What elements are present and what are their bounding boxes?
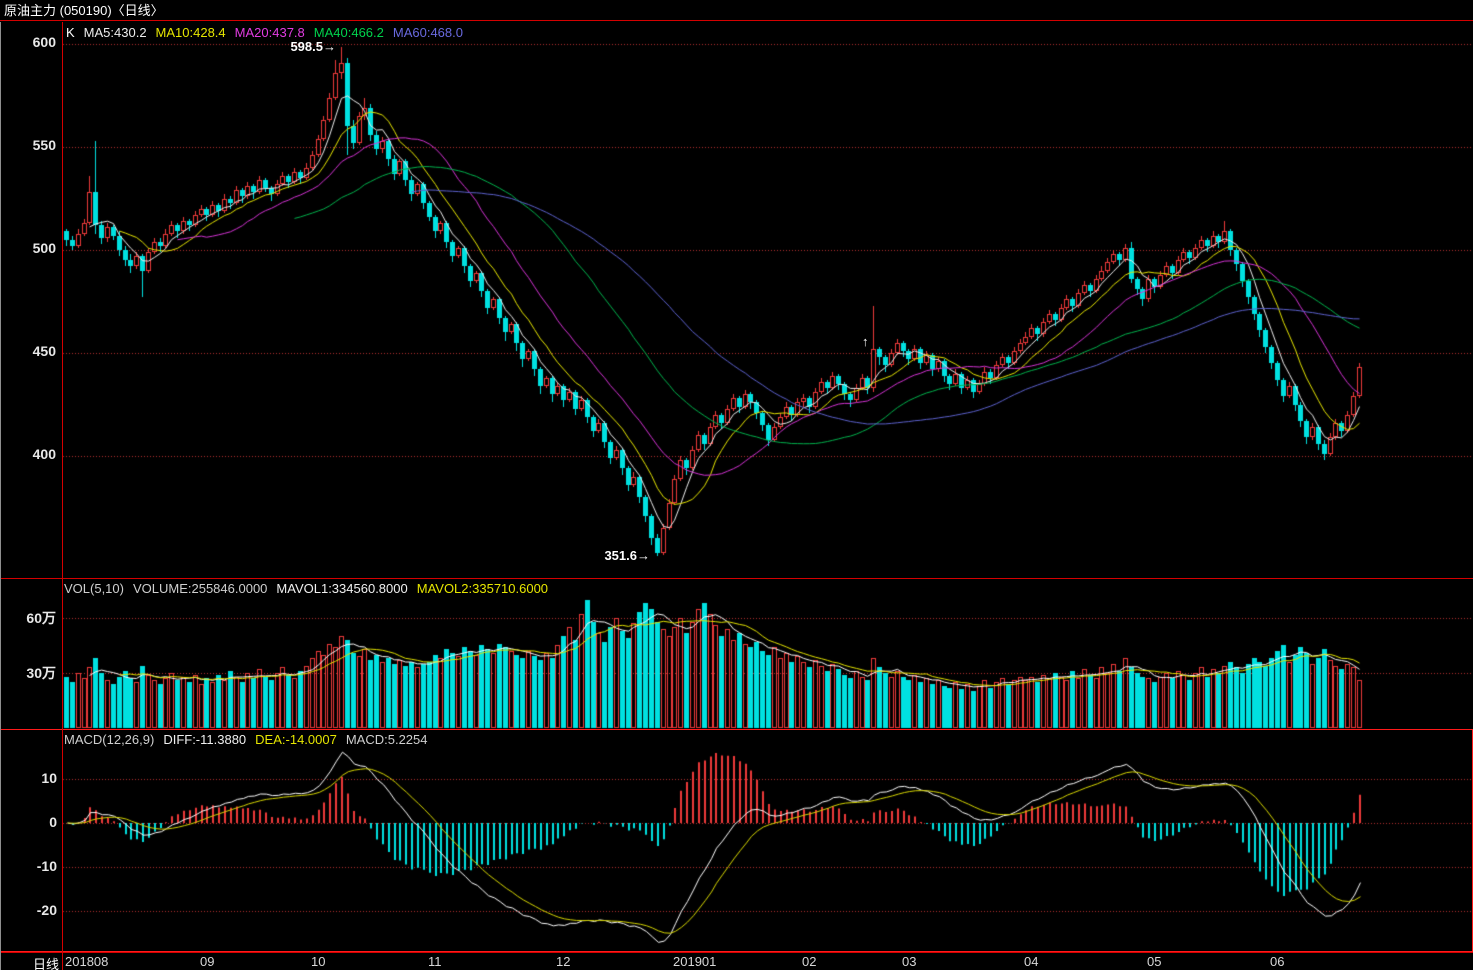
instrument-title: 原油主力 (050190)〈日线〉	[4, 3, 164, 18]
vol-legend-mavol2: MAVOL2:335710.6000	[416, 581, 549, 596]
volume-canvas[interactable]	[0, 579, 1473, 729]
axis-tick-label: 600	[32, 34, 56, 50]
axis-tick-label: -20	[36, 902, 57, 918]
volume-panel[interactable]: VOL(5,10) VOLUME:255846.0000 MAVOL1:334560…	[0, 578, 1473, 729]
month-tick-label: 05	[1147, 954, 1162, 969]
volume-legend: VOL(5,10) VOLUME:255846.0000 MAVOL1:334560…	[64, 581, 557, 596]
kline-legend-ma40: MA40:466.2	[313, 25, 384, 40]
axis-divider-line	[62, 22, 63, 970]
macd-panel[interactable]: MACD(12,26,9) DIFF:-11.3880 DEA:-14.0007 MA…	[0, 729, 1473, 952]
month-tick-label: 201808	[65, 954, 109, 969]
macd-legend-dea: DEA:-14.0007	[255, 732, 337, 747]
right-arrow-icon: →	[323, 39, 336, 54]
month-tick-label: 10	[311, 954, 326, 969]
month-tick-label: 12	[556, 954, 571, 969]
window-edge	[0, 22, 1, 970]
axis-tick-label: 0	[49, 814, 57, 830]
kline-legend: K MA5:430.2 MA10:428.4 MA20:437.8 MA40:466.2…	[66, 25, 472, 40]
kline-legend-ma60: MA60:468.0	[392, 25, 463, 40]
vol-legend-name: VOL(5,10)	[64, 581, 124, 596]
kline-legend-ma10: MA10:428.4	[155, 25, 226, 40]
axis-tick-label: 450	[32, 343, 56, 359]
axis-tick-label: 10	[41, 770, 57, 786]
kline-legend-k: K	[66, 25, 75, 40]
month-tick-label: 02	[802, 954, 817, 969]
axis-tick-label: 550	[32, 137, 56, 153]
month-tick-label: 11	[428, 954, 442, 969]
title-bar: 原油主力 (050190)〈日线〉	[0, 0, 1473, 21]
month-tick-label: 201901	[673, 954, 717, 969]
low-annotation: 351.6→	[604, 548, 650, 563]
kline-legend-ma5: MA5:430.2	[83, 25, 147, 40]
macd-legend: MACD(12,26,9) DIFF:-11.3880 DEA:-14.0007 MA…	[64, 732, 437, 747]
kline-canvas[interactable]	[0, 22, 1473, 578]
vol-legend-mavol1: MAVOL1:334560.8000	[276, 581, 408, 596]
kline-legend-ma20: MA20:437.8	[234, 25, 305, 40]
macd-legend-macd: MACD:5.2254	[345, 732, 428, 747]
month-tick-label: 03	[902, 954, 917, 969]
marker-up-arrow-icon: ↑	[862, 334, 869, 349]
axis-tick-label: 60万	[26, 610, 56, 626]
time-axis-bar: 日线 201808 09 10 11 12 201901 02 03 04 05 06	[0, 952, 1473, 970]
vol-legend-volume: VOLUME:255846.0000	[132, 581, 268, 596]
period-selector[interactable]: 日线	[32, 957, 59, 970]
axis-tick-label: 500	[32, 240, 56, 256]
kline-panel[interactable]: K MA5:430.2 MA10:428.4 MA20:437.8 MA40:466.2…	[0, 22, 1473, 578]
month-tick-label: 04	[1024, 954, 1039, 969]
axis-tick-label: 400	[32, 446, 56, 462]
macd-legend-name: MACD(12,26,9)	[64, 732, 155, 747]
macd-legend-diff: DIFF:-11.3880	[163, 732, 247, 747]
right-arrow-icon: →	[637, 548, 650, 563]
high-annotation: 598.5→	[290, 39, 336, 54]
macd-canvas[interactable]	[1, 730, 1472, 951]
axis-tick-label: 30万	[26, 665, 56, 681]
month-tick-label: 09	[200, 954, 215, 969]
axis-tick-label: -10	[36, 858, 57, 874]
month-tick-label: 06	[1270, 954, 1285, 969]
